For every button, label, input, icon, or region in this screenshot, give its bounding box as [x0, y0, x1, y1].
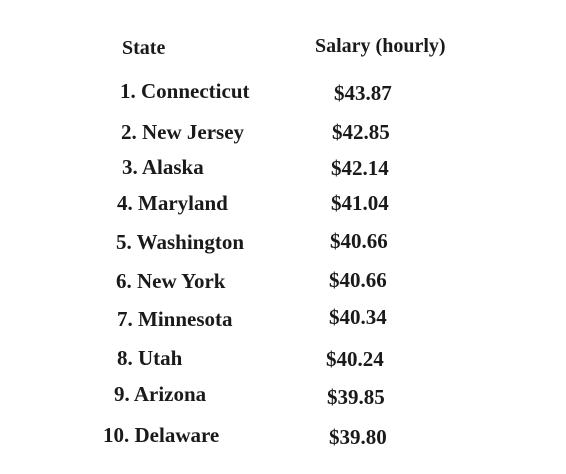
- salary-cell: $42.85: [332, 120, 390, 144]
- state-cell: 10. Delaware: [103, 423, 220, 447]
- salary-cell: $39.80: [329, 425, 387, 449]
- state-column-header: State: [122, 37, 166, 59]
- salary-cell: $40.34: [329, 305, 387, 329]
- salary-cell: $43.87: [334, 81, 392, 105]
- salary-cell: $41.04: [331, 191, 389, 215]
- salary-cell: $40.66: [329, 268, 387, 292]
- state-cell: 8. Utah: [117, 346, 183, 370]
- state-cell: 7. Minnesota: [117, 307, 233, 331]
- state-cell: 4. Maryland: [117, 191, 228, 215]
- state-cell: 5. Washington: [116, 230, 244, 254]
- salary-cell: $40.24: [326, 347, 384, 371]
- state-cell: 3. Alaska: [122, 155, 204, 179]
- salary-cell: $42.14: [331, 156, 389, 180]
- salary-column-header: Salary (hourly): [315, 35, 446, 57]
- state-cell: 9. Arizona: [114, 382, 207, 406]
- state-cell: 2. New Jersey: [121, 120, 245, 144]
- state-cell: 6. New York: [116, 269, 226, 293]
- salary-cell: $40.66: [330, 229, 388, 253]
- state-cell: 1. Connecticut: [120, 79, 250, 103]
- salary-cell: $39.85: [327, 385, 385, 409]
